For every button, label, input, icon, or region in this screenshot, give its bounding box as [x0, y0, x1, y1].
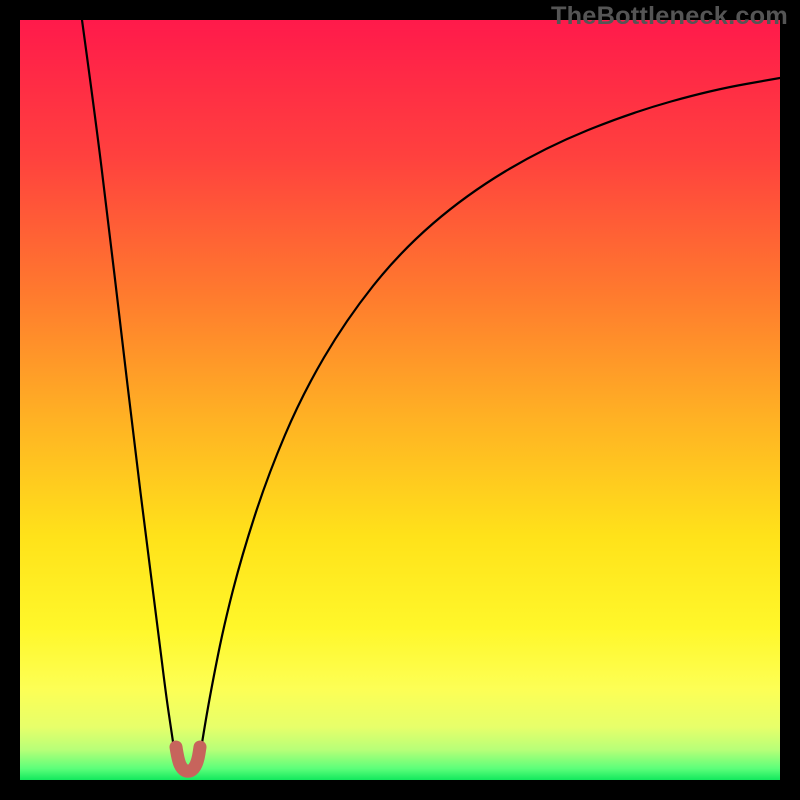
plot-area: [20, 20, 780, 780]
chart-stage: TheBottleneck.com: [0, 0, 800, 800]
bottleneck-chart: [0, 0, 800, 800]
